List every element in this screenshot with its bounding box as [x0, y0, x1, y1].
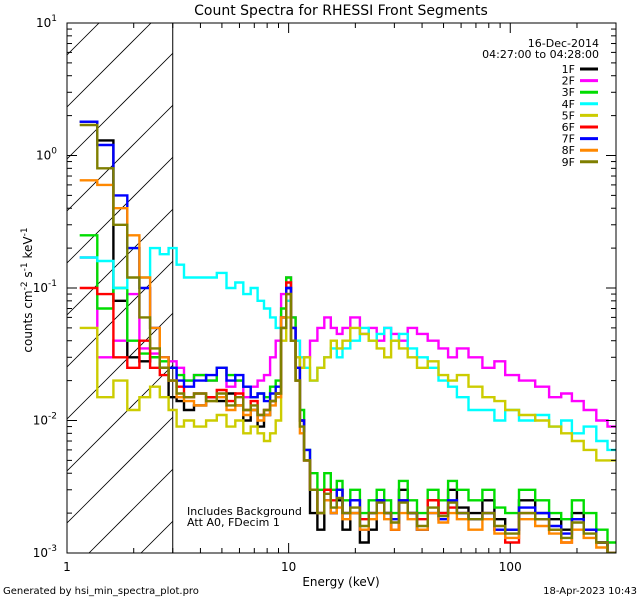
ylabel-sup-3: -1: [20, 227, 30, 236]
y-tick-label: 10-3: [33, 544, 57, 560]
hatch-line: [67, 208, 173, 316]
hatch-line: [67, 23, 100, 56]
series-lines: [79, 120, 616, 553]
ylabel-part-3: keV: [21, 236, 35, 263]
y-tick-base: 10: [36, 16, 51, 30]
annotation-background: Includes Background: [187, 505, 302, 518]
y-tick-label: 10-2: [33, 412, 57, 428]
legend-label: 7F: [562, 133, 575, 146]
hatch-line: [67, 312, 173, 420]
legend-label: 3F: [562, 86, 575, 99]
axis-ticks: [66, 22, 617, 554]
footer-generated-by: Generated by hsi_min_spectra_plot.pro: [3, 586, 199, 597]
ylabel-part-2: s: [21, 271, 35, 281]
hatch-line: [67, 260, 173, 368]
y-tick-exponent: -1: [48, 279, 57, 289]
hatch-line: [67, 416, 173, 524]
y-tick-label: 10-1: [33, 279, 57, 295]
legend-label: 9F: [562, 156, 575, 169]
y-tick-exponent: 1: [51, 14, 57, 24]
y-tick-exponent: -3: [48, 544, 57, 554]
ylabel-part-1: counts cm: [21, 290, 35, 352]
y-tick-base: 10: [33, 414, 48, 428]
legend-label: 1F: [562, 63, 575, 76]
hatched-region: [67, 23, 174, 553]
annotation-attenuator: Att A0, FDecim 1: [187, 516, 280, 529]
ylabel-sup-2: -1: [20, 262, 30, 271]
hatch-line: [88, 468, 173, 553]
legend-label: 2F: [562, 75, 575, 88]
legend-label: 4F: [562, 98, 575, 111]
y-tick-base: 10: [33, 281, 48, 295]
hatch-line: [140, 520, 173, 553]
hatch-lines: [67, 23, 173, 553]
x-tick-label: 1: [63, 560, 71, 574]
y-tick-label: 101: [36, 14, 57, 30]
legend-label: 5F: [562, 109, 575, 122]
footer-timestamp: 18-Apr-2023 10:43: [543, 586, 637, 597]
y-tick-label: 100: [36, 147, 57, 163]
date-label: 16-Dec-2014: [528, 37, 599, 50]
x-tick-labels: 1 10 100: [63, 560, 522, 574]
x-tick-label: 100: [499, 560, 522, 574]
x-axis-label: Energy (keV): [302, 575, 379, 589]
series-line-9F: [79, 123, 616, 553]
hatch-line: [67, 364, 173, 472]
hatch-line: [67, 104, 173, 212]
time-range-label: 04:27:00 to 04:28:00: [482, 48, 599, 61]
y-tick-exponent: -2: [48, 412, 57, 422]
y-tick-exponent: 0: [51, 147, 57, 157]
series-line-5F: [79, 316, 616, 462]
y-axis-label: counts cm-2 s-1 keV-1: [20, 227, 35, 352]
y-tick-base: 10: [36, 149, 51, 163]
y-tick-base: 10: [33, 546, 48, 560]
legend-label: 6F: [562, 121, 575, 134]
x-tick-label: 10: [281, 560, 296, 574]
ylabel-sup-1: -2: [20, 281, 30, 290]
hatch-line: [67, 52, 173, 160]
hatch-line: [67, 23, 152, 108]
hatch-line: [67, 156, 173, 264]
legend-label: 8F: [562, 144, 575, 157]
chart-title: Count Spectra for RHESSI Front Segments: [194, 3, 488, 19]
